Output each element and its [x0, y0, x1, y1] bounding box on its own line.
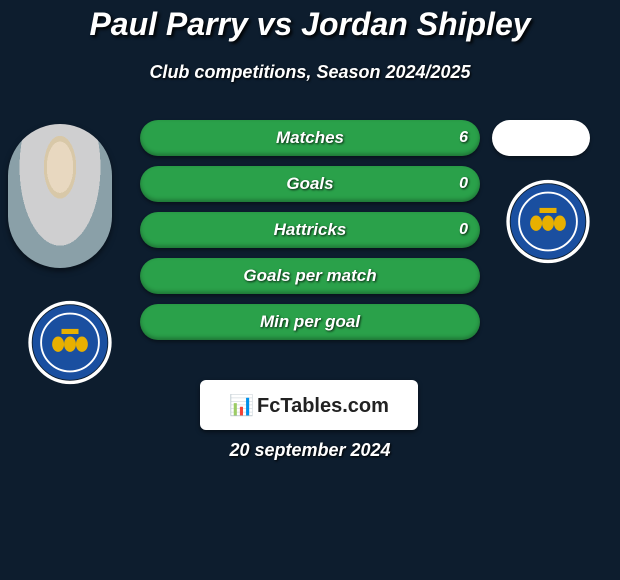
player1-club-badge	[20, 300, 120, 385]
player2-club-badge	[498, 179, 598, 264]
bar-label: Matches	[140, 120, 480, 156]
comparison-card: Paul Parry vs Jordan Shipley Club compet…	[0, 0, 620, 580]
player1-photo	[8, 124, 112, 268]
date-label: 20 september 2024	[0, 440, 620, 461]
bar-gpm: Goals per match	[140, 258, 480, 294]
bar-label: Goals	[140, 166, 480, 202]
shrewsbury-badge-icon	[498, 179, 598, 264]
bar-label: Goals per match	[140, 258, 480, 294]
logo-label: FcTables.com	[257, 395, 389, 417]
bar-hattricks: 0 Hattricks	[140, 212, 480, 248]
shrewsbury-badge-icon	[20, 300, 120, 385]
logo-text: 📊FcTables.com	[229, 393, 389, 418]
bar-goals: 0 Goals	[140, 166, 480, 202]
bar-label: Min per goal	[140, 304, 480, 340]
subtitle: Club competitions, Season 2024/2025	[0, 62, 620, 83]
bar-mpg: Min per goal	[140, 304, 480, 340]
player2-pill	[492, 120, 590, 156]
page-title: Paul Parry vs Jordan Shipley	[0, 6, 620, 43]
stat-bars: 6 Matches 0 Goals 0 Hattricks Goals per …	[140, 120, 480, 350]
logo-icon: 📊	[229, 395, 254, 417]
site-logo[interactable]: 📊FcTables.com	[200, 380, 418, 430]
bar-label: Hattricks	[140, 212, 480, 248]
bar-matches: 6 Matches	[140, 120, 480, 156]
